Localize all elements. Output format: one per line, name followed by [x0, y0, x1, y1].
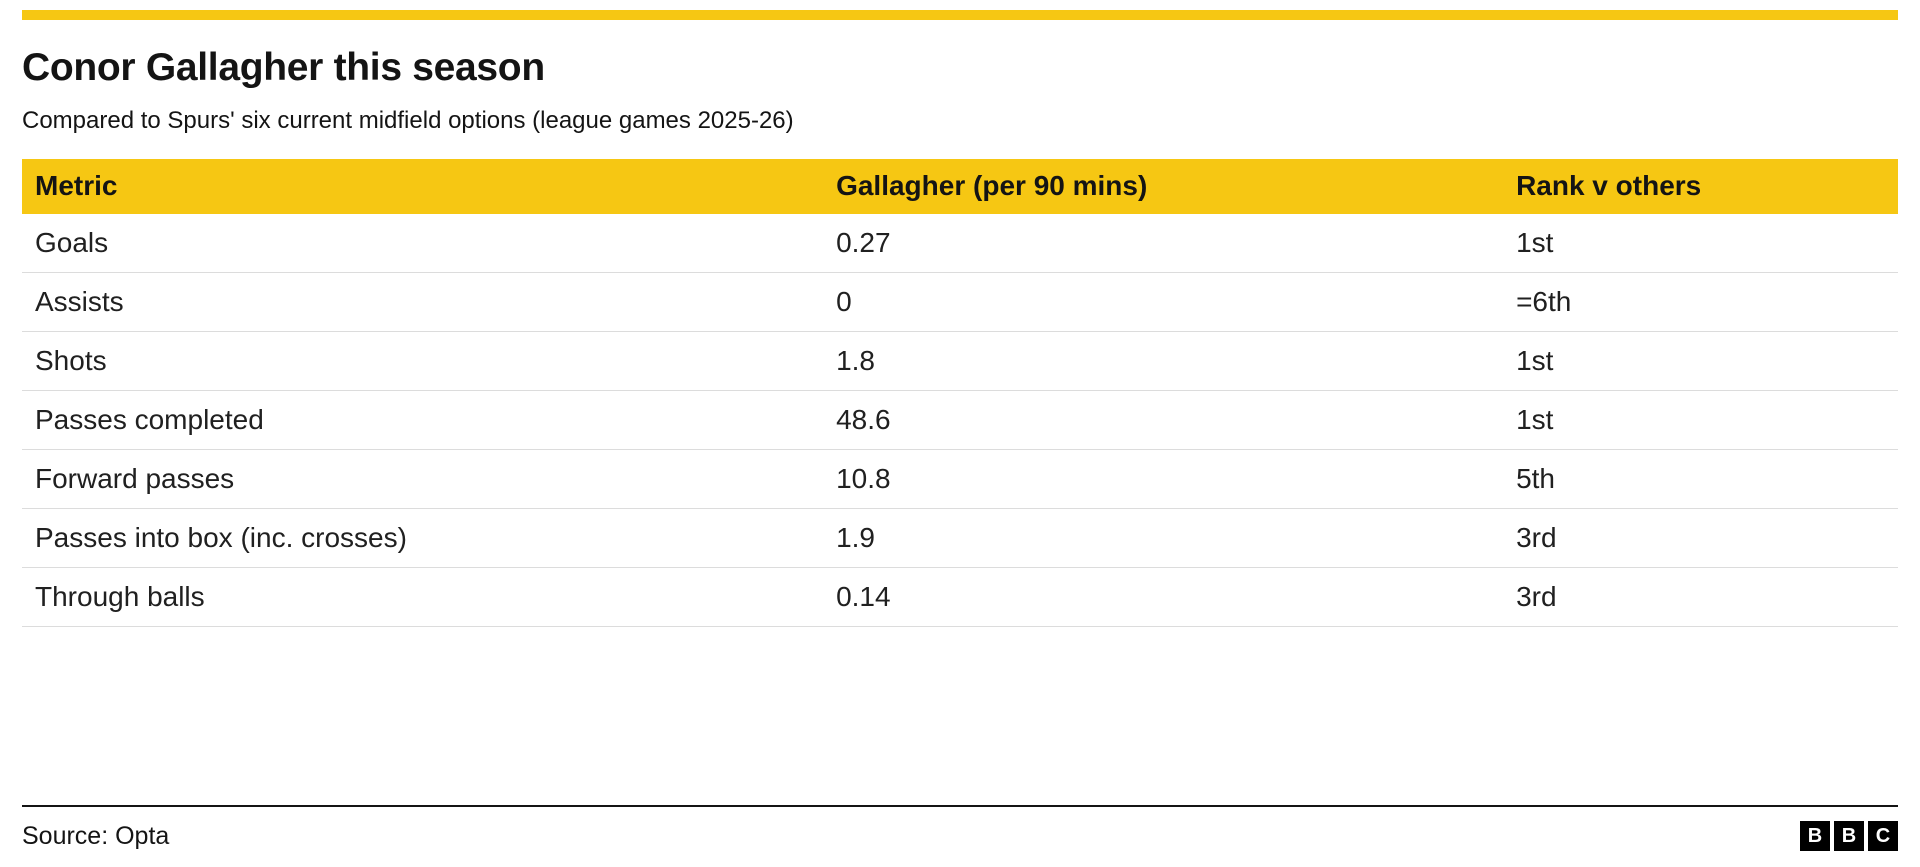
table-row: Assists 0 =6th	[22, 272, 1898, 332]
metric-cell: Through balls	[35, 580, 205, 612]
bbc-logo-letter-b1: B	[1800, 821, 1830, 851]
metric-cell: Passes into box (inc. crosses)	[35, 521, 407, 553]
column-header-rank: Rank v others	[1516, 170, 1702, 202]
value-cell: 0.27	[836, 226, 891, 258]
bbc-logo-letter-b2: B	[1834, 821, 1864, 851]
value-cell: 1.9	[836, 521, 876, 553]
bbc-logo-letter-c: C	[1868, 821, 1898, 851]
metric-cell: Assists	[35, 285, 124, 317]
table-row: Passes completed 48.6 1st	[22, 390, 1898, 450]
rank-cell: 1st	[1516, 226, 1554, 258]
bbc-logo: B B C	[1800, 821, 1898, 851]
source-label: Source: Opta	[22, 821, 170, 850]
table-row: Passes into box (inc. crosses) 1.9 3rd	[22, 508, 1898, 568]
page-subtitle: Compared to Spurs' six current midfield …	[22, 106, 794, 134]
metric-cell: Forward passes	[35, 462, 235, 494]
table-row: Through balls 0.14 3rd	[22, 567, 1898, 627]
column-header-value: Gallagher (per 90 mins)	[836, 170, 1148, 202]
table-row: Shots 1.8 1st	[22, 331, 1898, 391]
table-row: Goals 0.27 1st	[22, 213, 1898, 273]
column-header-metric: Metric	[35, 170, 118, 202]
rank-cell: 3rd	[1516, 521, 1557, 553]
footer: Source: Opta B B C	[22, 805, 1898, 851]
metric-cell: Goals	[35, 226, 109, 258]
value-cell: 0.14	[836, 580, 891, 612]
rank-cell: =6th	[1516, 285, 1572, 317]
page-title: Conor Gallagher this season	[22, 46, 545, 89]
metric-cell: Passes completed	[35, 403, 264, 435]
metric-cell: Shots	[35, 344, 107, 376]
rank-cell: 3rd	[1516, 580, 1557, 612]
table-row: Forward passes 10.8 5th	[22, 449, 1898, 509]
value-cell: 1.8	[836, 344, 876, 376]
stats-table: Metric Gallagher (per 90 mins) Rank v ot…	[22, 158, 1898, 627]
rank-cell: 1st	[1516, 403, 1554, 435]
value-cell: 10.8	[836, 462, 891, 494]
top-accent-bar	[22, 10, 1898, 20]
value-cell: 0	[836, 285, 852, 317]
value-cell: 48.6	[836, 403, 891, 435]
table-header-row: Metric Gallagher (per 90 mins) Rank v ot…	[22, 158, 1898, 214]
rank-cell: 1st	[1516, 344, 1554, 376]
rank-cell: 5th	[1516, 462, 1555, 494]
